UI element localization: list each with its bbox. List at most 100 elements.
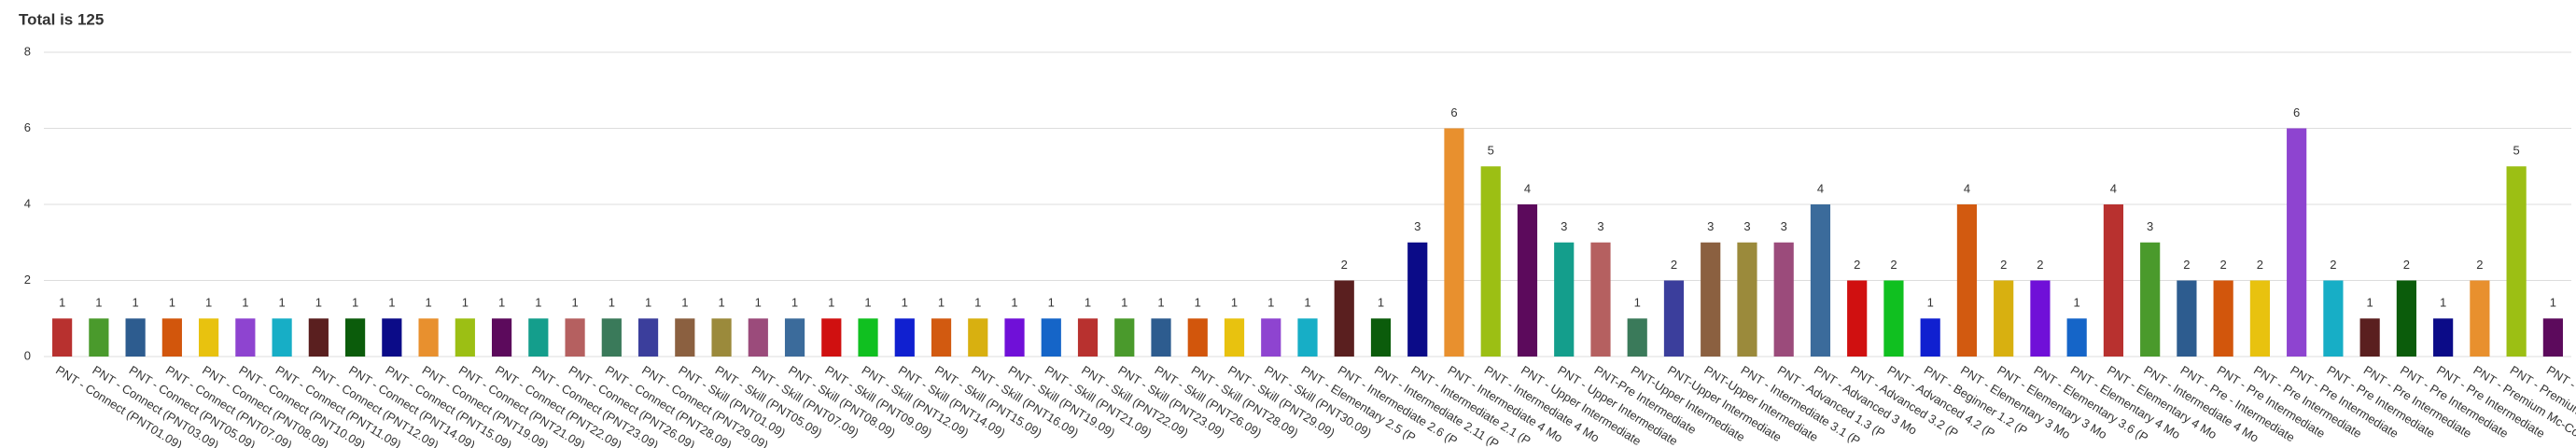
value-label: 2	[1671, 258, 1677, 272]
value-label: 2	[2037, 258, 2043, 272]
value-label: 4	[1524, 181, 1531, 195]
bar	[528, 318, 549, 357]
bar	[52, 318, 73, 357]
value-label: 1	[1378, 296, 1384, 310]
value-label: 1	[828, 296, 834, 310]
value-label: 1	[1157, 296, 1164, 310]
bar	[1224, 318, 1245, 357]
value-label: 1	[278, 296, 285, 310]
value-label: 2	[1341, 258, 1348, 272]
value-label: 1	[59, 296, 65, 310]
value-label: 2	[2330, 258, 2336, 272]
value-label: 2	[2257, 258, 2263, 272]
value-label: 3	[1781, 219, 1787, 233]
bar	[784, 318, 805, 357]
value-label: 1	[1634, 296, 1641, 310]
bar	[1261, 318, 1281, 357]
value-label: 2	[1854, 258, 1860, 272]
value-label: 1	[388, 296, 395, 310]
value-label: 3	[1707, 219, 1714, 233]
value-label: 1	[1121, 296, 1127, 310]
bar	[382, 318, 402, 357]
value-label: 2	[2476, 258, 2483, 272]
bar	[1627, 318, 1647, 357]
bar	[601, 318, 622, 357]
value-label: 1	[242, 296, 248, 310]
bar	[1151, 318, 1171, 357]
bar	[1737, 242, 1757, 357]
value-label: 2	[2183, 258, 2190, 272]
value-label: 1	[315, 296, 322, 310]
bar	[418, 318, 439, 357]
value-label: 1	[571, 296, 578, 310]
bar	[858, 318, 878, 357]
bar	[161, 318, 182, 357]
bar	[1041, 318, 1061, 357]
bar	[2177, 280, 2197, 357]
value-label: 1	[205, 296, 212, 310]
value-label: 1	[645, 296, 651, 310]
value-label: 3	[1597, 219, 1603, 233]
value-label: 1	[2367, 296, 2373, 310]
bar	[2542, 318, 2563, 357]
value-label: 1	[1195, 296, 1201, 310]
value-label: 1	[681, 296, 688, 310]
bar	[1004, 318, 1025, 357]
bar	[1297, 318, 1318, 357]
value-label: 1	[609, 296, 615, 310]
bar	[1701, 242, 1721, 357]
bar	[2103, 204, 2124, 357]
bar	[1810, 204, 1831, 357]
bar	[1847, 280, 1868, 357]
bar	[2359, 318, 2380, 357]
bar	[1444, 128, 1464, 357]
value-label: 5	[1488, 144, 1494, 158]
value-label: 1	[535, 296, 541, 310]
bar	[2213, 280, 2233, 357]
value-label: 1	[1304, 296, 1310, 310]
value-label: 1	[169, 296, 175, 310]
bar	[1920, 318, 1940, 357]
bar	[1517, 204, 1538, 357]
bar	[968, 318, 988, 357]
bar	[2506, 166, 2527, 357]
bar	[125, 318, 146, 357]
bar	[2470, 280, 2490, 357]
value-label: 3	[1561, 219, 1567, 233]
value-label: 1	[95, 296, 102, 310]
value-label: 1	[1085, 296, 1091, 310]
chart-title: Total is 125	[19, 10, 104, 28]
bar	[1956, 204, 1978, 357]
bar	[2396, 280, 2416, 357]
bar	[308, 318, 329, 357]
bar	[1994, 280, 2014, 357]
value-label: 1	[2440, 296, 2446, 310]
bar	[1407, 242, 1428, 357]
bar	[2323, 280, 2344, 357]
bar	[675, 318, 695, 357]
bar	[894, 318, 915, 357]
value-label: 1	[1048, 296, 1055, 310]
y-tick-label: 0	[24, 348, 31, 362]
bar	[455, 318, 475, 357]
value-label: 1	[902, 296, 908, 310]
value-label: 6	[2293, 105, 2300, 119]
bar	[1114, 318, 1135, 357]
value-label: 5	[2513, 144, 2520, 158]
value-label: 4	[1817, 181, 1824, 195]
bar	[2287, 128, 2307, 357]
value-label: 4	[2110, 181, 2117, 195]
bar	[711, 318, 732, 357]
value-label: 3	[2147, 219, 2153, 233]
bar	[565, 318, 585, 357]
value-label: 2	[2403, 258, 2410, 272]
value-label: 2	[2220, 258, 2227, 272]
value-label: 2	[2000, 258, 2007, 272]
value-label: 1	[352, 296, 358, 310]
value-label: 3	[1414, 219, 1421, 233]
bar	[1077, 318, 1099, 357]
bar	[821, 318, 842, 357]
bar	[1663, 280, 1685, 357]
value-label: 6	[1450, 105, 1457, 119]
